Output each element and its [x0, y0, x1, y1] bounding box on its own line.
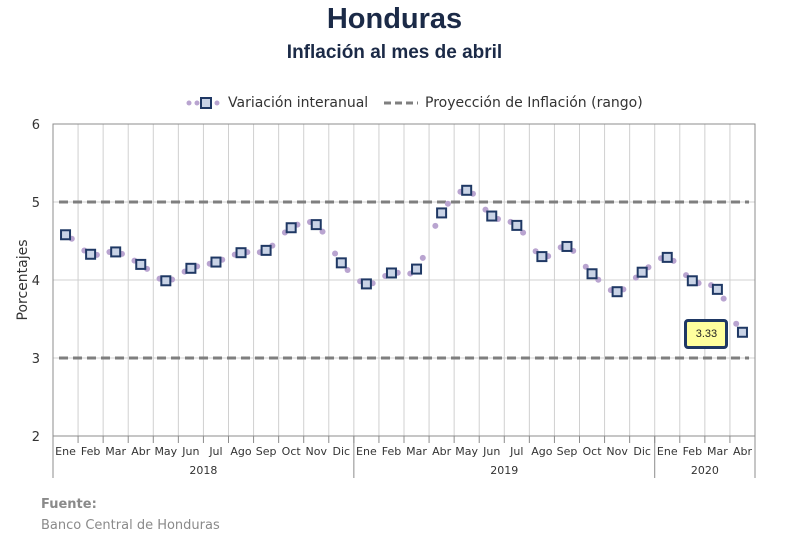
x-tick-label: Ene: [356, 445, 377, 458]
series-dot: [733, 320, 740, 327]
x-tick-label: Feb: [382, 445, 401, 458]
data-point: [135, 258, 147, 270]
data-point: [385, 267, 397, 279]
series-dot: [444, 200, 451, 207]
legend-band-swatch: [384, 101, 418, 105]
series-dot: [332, 250, 339, 257]
legend-band-label: Proyección de Inflación (rango): [425, 95, 643, 111]
x-tick-label: Mar: [406, 445, 427, 458]
data-point: [185, 262, 197, 274]
y-tick-label: 2: [32, 430, 40, 445]
x-tick-label: Jul: [509, 445, 523, 458]
data-point: [335, 257, 347, 269]
data-point: [686, 275, 698, 287]
y-tick-label: 3: [32, 352, 40, 367]
year-label: 2019: [490, 464, 518, 477]
source-text: Banco Central de Honduras: [41, 518, 220, 533]
y-axis-label: Porcentajes: [15, 239, 31, 320]
year-label: 2020: [691, 464, 719, 477]
legend: Variación interanual Proyección de Infla…: [0, 94, 789, 112]
x-tick-label: Ago: [230, 445, 252, 458]
source-label: Fuente:: [41, 497, 97, 512]
x-tick-label: Oct: [282, 445, 302, 458]
x-tick-label: Nov: [306, 445, 328, 458]
x-tick-label: Dic: [633, 445, 651, 458]
x-tick-label: Abr: [131, 445, 151, 458]
legend-item-series: Variación interanual: [186, 94, 368, 112]
x-tick-label: Jun: [181, 445, 199, 458]
series-dot: [520, 229, 527, 236]
legend-series-label: Variación interanual: [228, 95, 369, 111]
chart-subtitle: Inflación al mes de abril: [286, 42, 503, 63]
x-tick-label: Mar: [105, 445, 126, 458]
data-point: [411, 263, 423, 275]
x-tick-label: Jun: [482, 445, 500, 458]
x-tick-label: May: [455, 445, 478, 458]
series-dot: [720, 295, 727, 302]
x-tick-label: Ene: [657, 445, 678, 458]
data-point: [235, 247, 247, 259]
data-point: [486, 210, 498, 222]
series-dot: [582, 263, 589, 270]
data-point: [360, 278, 372, 290]
data-point: [586, 268, 598, 280]
series-dot: [419, 254, 426, 261]
data-point: [210, 256, 222, 268]
data-point: [260, 244, 272, 256]
data-point: [636, 266, 648, 278]
series-dot: [432, 222, 439, 229]
x-tick-label: Ago: [531, 445, 553, 458]
data-point: [611, 286, 623, 298]
x-tick-label: Abr: [733, 445, 753, 458]
data-point: [60, 229, 72, 241]
chart-title: Honduras: [326, 3, 463, 35]
value-callout: 3.33: [684, 319, 729, 350]
data-point: [711, 283, 723, 295]
x-tick-label: Jul: [208, 445, 222, 458]
series-dot: [344, 267, 351, 274]
series-dot: [319, 228, 326, 235]
x-tick-label: Feb: [81, 445, 100, 458]
data-point: [461, 184, 473, 196]
legend-item-band: Proyección de Inflación (rango): [383, 94, 643, 112]
data-point: [511, 219, 523, 231]
x-tick-label: May: [154, 445, 177, 458]
data-point: [110, 246, 122, 258]
data-point: [436, 207, 448, 219]
data-point: [536, 251, 548, 263]
x-tick-label: Oct: [583, 445, 603, 458]
data-point: [736, 326, 748, 338]
x-tick-label: Dic: [333, 445, 351, 458]
x-tick-label: Nov: [606, 445, 628, 458]
legend-series-swatch: [186, 97, 220, 109]
data-point: [310, 219, 322, 231]
year-label: 2018: [189, 464, 217, 477]
x-tick-label: Sep: [256, 445, 277, 458]
data-point: [160, 275, 172, 287]
x-tick-label: Abr: [432, 445, 452, 458]
data-point: [85, 248, 97, 260]
data-point: [561, 240, 573, 252]
data-point: [661, 251, 673, 263]
x-tick-label: Feb: [683, 445, 702, 458]
data-point: [285, 222, 297, 234]
y-tick-label: 6: [32, 118, 40, 133]
x-tick-label: Mar: [707, 445, 728, 458]
x-tick-label: Ene: [55, 445, 76, 458]
y-tick-label: 4: [32, 274, 40, 289]
y-tick-label: 5: [32, 196, 40, 211]
x-tick-label: Sep: [557, 445, 578, 458]
